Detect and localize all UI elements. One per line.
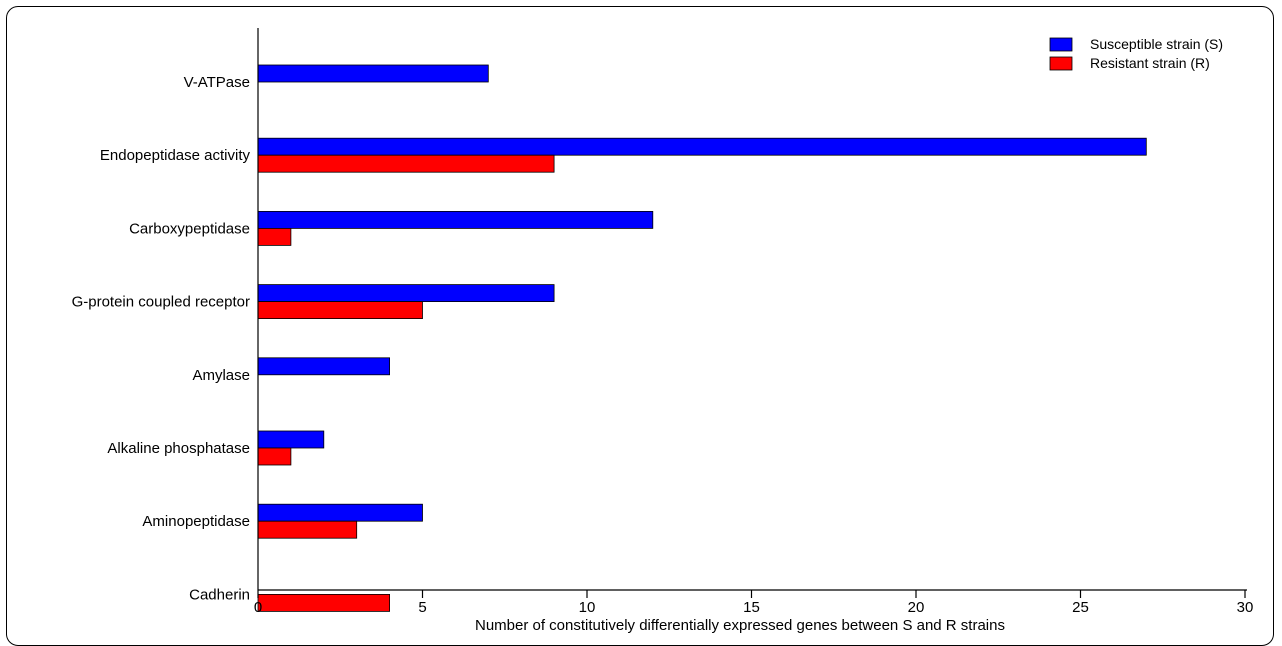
bar-s-0 [257, 64, 489, 83]
x-axis-label: Number of constitutively differentially … [475, 617, 1005, 634]
category-label: G-protein coupled receptor [72, 294, 250, 311]
category-label: Amylase [192, 367, 250, 384]
category-labels-group: V-ATPase Endopeptidase activity Carboxypep… [72, 74, 251, 603]
x-tick-label: 30 [1237, 599, 1254, 616]
legend-label-susceptible: Susceptible strain (S) [1090, 36, 1223, 52]
legend-label-resistant: Resistant strain (R) [1090, 55, 1210, 71]
category-label: Carboxypeptidase [129, 220, 250, 237]
x-tick-label: 15 [743, 599, 760, 616]
bars-group [257, 64, 1147, 612]
x-tick-label: 20 [908, 599, 925, 616]
category-label: Alkaline phosphatase [107, 440, 250, 457]
category-label: V-ATPase [184, 74, 250, 91]
bar-s-5 [257, 430, 325, 449]
x-tick-label: 10 [579, 599, 596, 616]
category-label: Aminopeptidase [142, 513, 250, 530]
x-tick-label: 0 [254, 599, 262, 616]
bar-r-6 [257, 520, 358, 539]
bar-s-1 [257, 137, 1147, 156]
bar-r-7 [257, 594, 391, 612]
bar-r-2 [257, 227, 292, 246]
bar-r-5 [257, 447, 292, 466]
x-tick-label: 5 [418, 599, 426, 616]
x-ticks-group: 0 5 10 15 20 25 30 [254, 590, 1254, 616]
category-label: Endopeptidase activity [100, 147, 251, 164]
bar-s-4 [257, 357, 391, 376]
legend-swatch-resistant [1049, 56, 1073, 71]
x-tick-label: 25 [1072, 599, 1089, 616]
legend: Susceptible strain (S) Resistant strain (… [1049, 36, 1223, 71]
legend-swatch-susceptible [1049, 37, 1073, 52]
bar-r-1 [257, 154, 555, 173]
bar-s-6 [257, 503, 423, 522]
bar-r-3 [257, 301, 423, 320]
bar-s-3 [257, 284, 555, 303]
bar-s-2 [257, 210, 654, 229]
category-label: Cadherin [189, 586, 250, 603]
